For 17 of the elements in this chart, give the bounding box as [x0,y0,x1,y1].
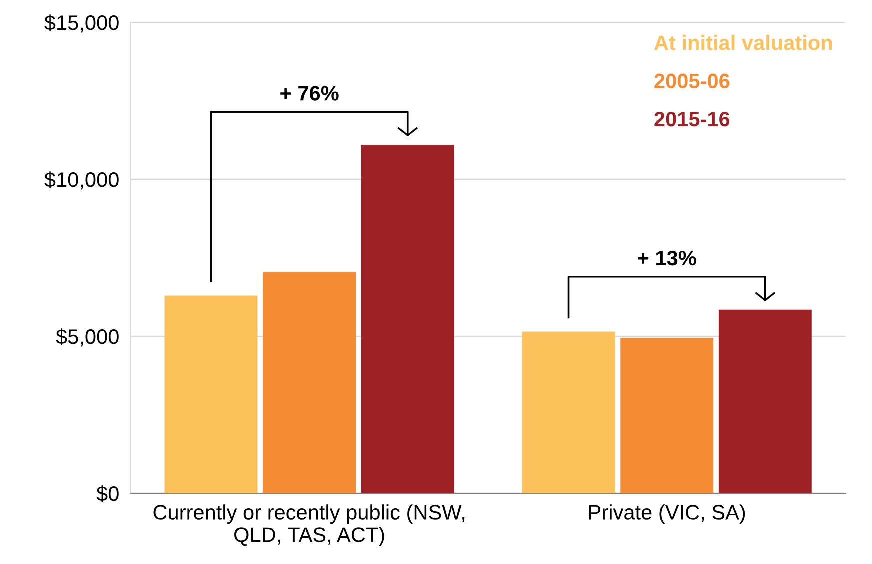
bar [263,272,356,494]
y-tick-label: $10,000 [44,172,119,190]
annotation: + 76% [280,86,339,101]
bar [361,145,454,494]
text: At initial valuation [654,35,832,50]
annotation: + 13% [638,250,696,266]
bar [718,310,812,494]
x-tick-label: Currently or recently public (NSW, QLD, TAS, ACT) [154,504,465,546]
bar [164,296,258,494]
bar [522,332,616,494]
text: 2015-16 [654,112,730,127]
x-tick-label: Private (VIC, SA) [589,504,746,524]
y-tick-label: $5,000 [56,328,119,347]
y-tick-label: $0 [96,486,119,502]
text: 2005-06 [654,74,730,89]
y-tick-label: $15,000 [44,14,119,33]
bar [620,338,714,494]
